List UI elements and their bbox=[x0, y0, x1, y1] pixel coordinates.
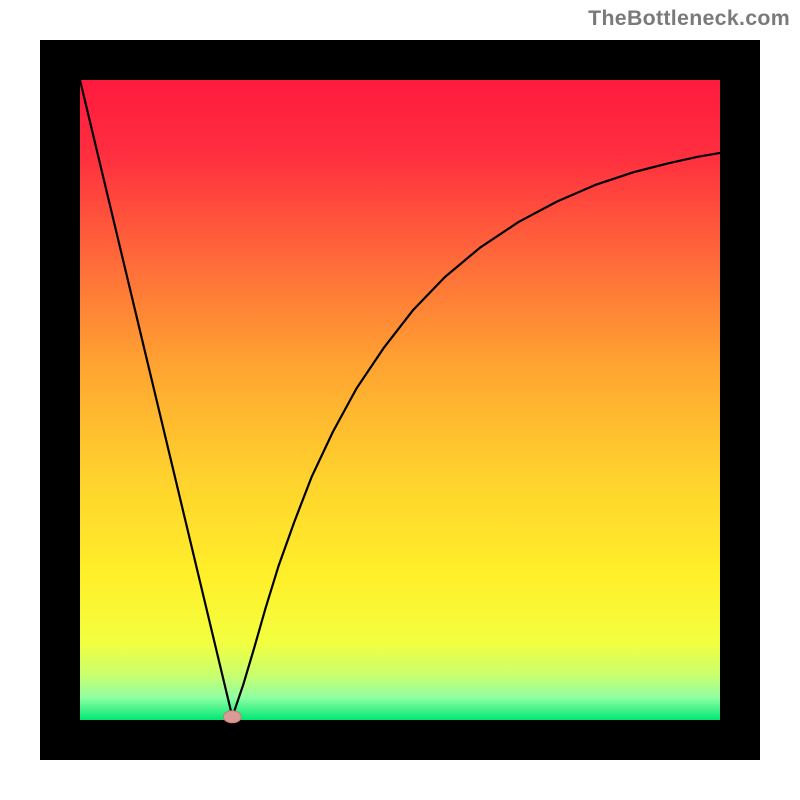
bottleneck-chart bbox=[0, 0, 800, 800]
chart-container: TheBottleneck.com bbox=[0, 0, 800, 800]
watermark-text: TheBottleneck.com bbox=[588, 6, 790, 31]
minimum-marker bbox=[223, 711, 241, 723]
